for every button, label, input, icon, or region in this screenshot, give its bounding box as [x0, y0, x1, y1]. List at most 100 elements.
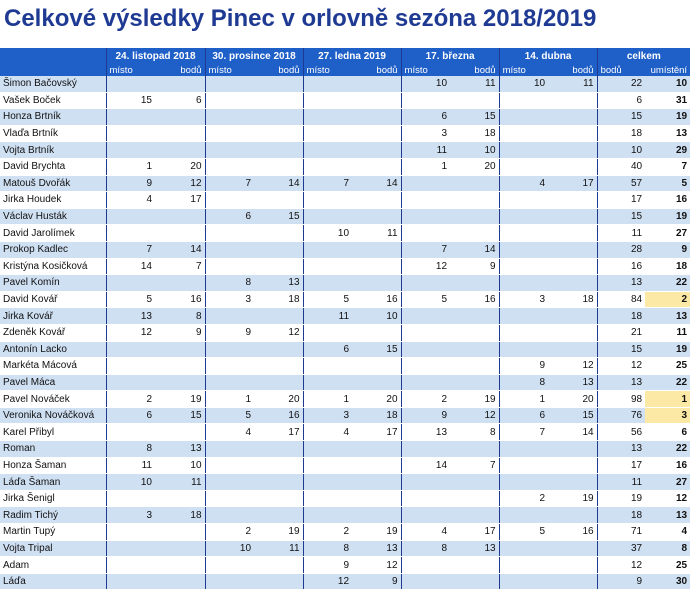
player-name: Adam: [0, 556, 106, 574]
points-cell: [352, 440, 402, 458]
total-points-cell: 13: [596, 440, 646, 458]
points-cell: [254, 241, 304, 259]
place-cell: [400, 573, 451, 591]
overall-place-cell: 9: [645, 241, 690, 259]
points-cell: 20: [450, 158, 500, 176]
points-cell: 7: [450, 457, 500, 475]
points-cell: [254, 457, 304, 475]
place-cell: [302, 324, 353, 342]
place-cell: [204, 92, 255, 110]
sub-header-misto: místo: [105, 64, 155, 76]
points-cell: [548, 158, 598, 176]
place-cell: [204, 108, 255, 126]
points-cell: [450, 357, 500, 375]
points-cell: 18: [352, 407, 402, 425]
points-cell: [548, 440, 598, 458]
player-name: Pavel Nováček: [0, 390, 106, 408]
points-cell: 15: [155, 407, 206, 425]
place-cell: [302, 141, 353, 159]
player-name: Martin Tupý: [0, 523, 106, 541]
sub-header-bodu: bodů: [352, 64, 402, 76]
points-cell: [352, 490, 402, 508]
place-cell: 7: [400, 241, 451, 259]
table-row: David Brychta 1 20 1 20 40 7: [0, 158, 690, 176]
place-cell: [204, 224, 255, 242]
place-cell: [498, 506, 549, 525]
header-name-cell: [0, 48, 106, 64]
place-cell: 7: [105, 241, 155, 259]
place-cell: [498, 191, 549, 209]
points-cell: [548, 108, 598, 126]
points-cell: 16: [450, 291, 500, 309]
place-cell: [498, 341, 549, 359]
place-cell: [498, 224, 549, 242]
points-cell: 14: [155, 241, 206, 259]
place-cell: 13: [105, 307, 155, 325]
player-name: David Kovář: [0, 291, 106, 309]
place-cell: [302, 92, 353, 110]
sub-header-bodu: bodů: [548, 64, 598, 76]
overall-place-cell: 18: [645, 258, 690, 276]
table-row: Jirka Houdek 4 17 17 16: [0, 191, 690, 209]
points-cell: 19: [155, 390, 206, 408]
points-cell: 13: [155, 440, 206, 458]
place-cell: [302, 490, 353, 508]
place-cell: 8: [105, 440, 155, 458]
place-cell: 8: [400, 540, 451, 558]
player-name: Karel Přibyl: [0, 423, 106, 442]
points-cell: 15: [352, 341, 402, 359]
event-header-4: 17. března: [400, 48, 500, 64]
place-cell: 4: [302, 423, 353, 442]
points-cell: [155, 224, 206, 242]
header-row-sub: místo bodů místo bodů místo bodů místo b…: [0, 64, 690, 76]
table-row: Jirka Šenigl 2 19 19 12: [0, 490, 690, 508]
player-name: Honza Šaman: [0, 457, 106, 475]
place-cell: [105, 423, 155, 442]
total-points-cell: 13: [596, 374, 646, 392]
points-cell: [548, 258, 598, 276]
place-cell: [204, 457, 255, 475]
place-cell: [400, 208, 451, 226]
player-name: Láďa: [0, 573, 106, 591]
total-points-cell: 37: [596, 540, 646, 558]
place-cell: [302, 241, 353, 259]
points-cell: [450, 274, 500, 292]
place-cell: [204, 76, 255, 93]
table-body: Šimon Bačovský 10 11 10 11 22 10 Vašek Boček 15 6…: [0, 76, 690, 591]
place-cell: 1: [302, 390, 353, 408]
points-cell: [254, 158, 304, 176]
place-cell: 11: [105, 457, 155, 475]
results-table: 24. listopad 2018 30. prosince 2018 27. …: [0, 48, 690, 591]
points-cell: [254, 258, 304, 276]
points-cell: [548, 540, 598, 558]
place-cell: [302, 125, 353, 143]
place-cell: [105, 76, 155, 93]
table-row: Kristýna Kosičková 14 7 12 9 16 18: [0, 258, 690, 276]
place-cell: [105, 523, 155, 541]
total-points-cell: 56: [596, 423, 646, 442]
place-cell: 2: [204, 523, 255, 541]
points-cell: [155, 208, 206, 226]
points-cell: 13: [352, 540, 402, 558]
points-cell: [254, 76, 304, 93]
points-cell: 12: [254, 324, 304, 342]
place-cell: 6: [400, 108, 451, 126]
place-cell: 14: [400, 457, 451, 475]
place-cell: [498, 440, 549, 458]
player-name: Václav Husták: [0, 208, 106, 226]
table-row: Vojta Brtník 11 10 10 29: [0, 141, 690, 159]
points-cell: 15: [254, 208, 304, 226]
place-cell: [105, 108, 155, 126]
points-cell: [450, 556, 500, 574]
place-cell: [498, 573, 549, 591]
table-header: 24. listopad 2018 30. prosince 2018 27. …: [0, 48, 690, 76]
points-cell: [352, 274, 402, 292]
points-cell: [155, 76, 206, 93]
overall-place-cell: 27: [645, 224, 690, 242]
place-cell: 11: [400, 141, 451, 159]
table-row: Veronika Nováčková 6 15 5 16 3 18 9 12 6 15 76 3: [0, 407, 690, 425]
place-cell: [302, 506, 353, 525]
place-cell: [204, 141, 255, 159]
place-cell: [498, 473, 549, 491]
event-header-1: 24. listopad 2018: [105, 48, 206, 64]
